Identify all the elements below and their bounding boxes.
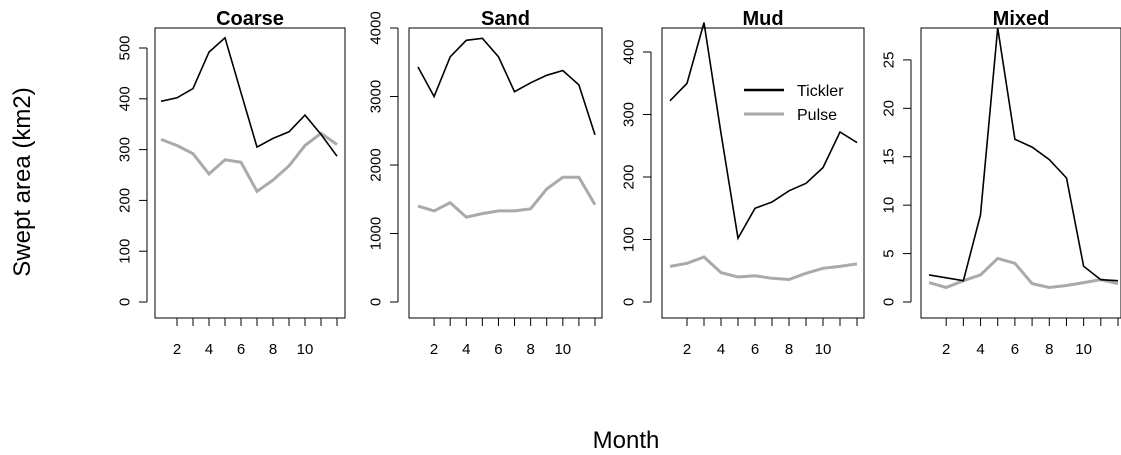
x-tick-label: 2	[173, 341, 181, 358]
y-tick-label: 200	[117, 188, 134, 213]
y-tick-label: 25	[881, 52, 898, 69]
panel-mixed: Mixed 0 5 10 15 20 25 2 4 6 8 10	[881, 8, 1121, 358]
x-tick-label: 6	[751, 341, 759, 358]
series-line-tickler-sand	[417, 37, 596, 136]
x-tick-label: 8	[785, 341, 793, 358]
y-tick-label: 400	[117, 86, 134, 111]
y-tick-label: 0	[117, 298, 134, 306]
y-tick-label: 5	[881, 249, 898, 257]
series-line-tickler-mixed	[928, 27, 1119, 282]
panel-title: Mixed	[993, 8, 1050, 30]
y-tick-label: 0	[621, 298, 638, 306]
x-tick-label: 6	[1011, 341, 1019, 358]
x-tick-label: 4	[462, 341, 470, 358]
x-tick-label: 4	[976, 341, 984, 358]
series-line-pulse-mud	[669, 255, 858, 282]
y-tick-label: 20	[881, 100, 898, 117]
panel-title: Coarse	[216, 8, 284, 30]
y-tick-label: 0	[881, 298, 898, 306]
y-tick-label: 15	[881, 148, 898, 165]
x-tick-label: 2	[430, 341, 438, 358]
y-tick-label: 3000	[368, 80, 385, 113]
y-tick-label: 300	[621, 102, 638, 127]
y-tick-label: 200	[621, 164, 638, 189]
panel-title: Sand	[481, 8, 530, 30]
x-tick-label: 2	[942, 341, 950, 358]
x-tick-label: 6	[494, 341, 502, 358]
y-tick-label: 100	[117, 239, 134, 264]
series-line-pulse-mixed	[928, 256, 1119, 290]
y-tick-label: 10	[881, 197, 898, 214]
series-line-tickler-mud	[669, 22, 858, 241]
y-tick-label: 100	[621, 227, 638, 252]
panel-frame	[661, 27, 865, 319]
y-tick-label: 400	[621, 39, 638, 64]
x-tick-label: 6	[237, 341, 245, 358]
series-line-pulse-sand	[417, 175, 597, 219]
panel-sand: Sand 0 1000 2000 3000 4000 2 4 6 8 10	[368, 8, 603, 358]
panel-frame	[154, 27, 346, 319]
x-tick-label: 10	[1075, 341, 1092, 358]
x-tick-label: 8	[526, 341, 534, 358]
x-tick-label: 10	[554, 341, 571, 358]
y-tick-label: 2000	[368, 148, 385, 181]
x-axis-label: Month	[593, 427, 660, 454]
panel-mud: Mud 0 100 200 300 400 2 4 6 8 10 Tickler Pulse	[621, 8, 865, 358]
y-tick-label: 1000	[368, 217, 385, 250]
x-tick-label: 10	[297, 341, 314, 358]
x-tick-label: 4	[205, 341, 213, 358]
panel-title: Mud	[742, 8, 783, 30]
series-line-pulse-coarse	[160, 131, 338, 194]
x-tick-label: 10	[815, 341, 832, 358]
panel-coarse: Coarse 0 100 200 300 400 500 2 4 6 8 10	[117, 8, 346, 358]
y-tick-label: 500	[117, 35, 134, 60]
x-tick-label: 2	[683, 341, 691, 358]
x-tick-label: 4	[717, 341, 725, 358]
panel-frame	[920, 27, 1121, 319]
x-tick-label: 8	[1045, 341, 1053, 358]
y-tick-label: 4000	[368, 11, 385, 44]
series-line-tickler-coarse	[160, 36, 338, 157]
legend: Tickler Pulse	[744, 83, 844, 124]
legend-label-pulse: Pulse	[797, 107, 837, 124]
y-axis-label: Swept area (km2)	[9, 87, 36, 276]
x-tick-label: 8	[269, 341, 277, 358]
y-tick-label: 0	[368, 298, 385, 306]
y-tick-label: 300	[117, 137, 134, 162]
legend-label-tickler: Tickler	[797, 83, 844, 100]
